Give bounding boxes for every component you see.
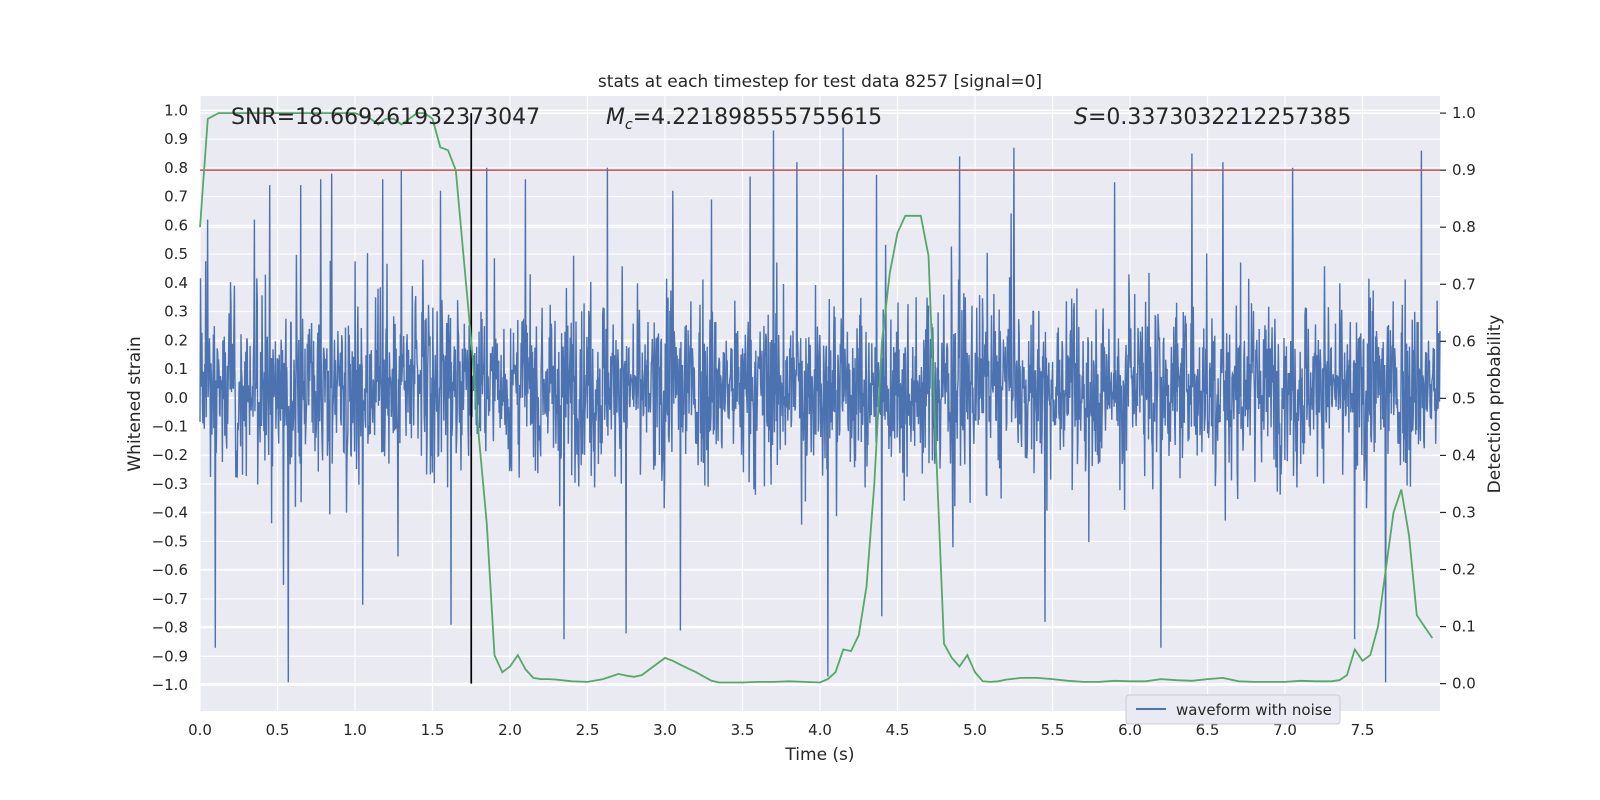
x-tick-label: 4.5 [886,721,910,739]
y-left-tick-label: −0.6 [152,561,188,579]
y-left-tick-label: −0.1 [152,417,188,435]
x-tick-label: 7.0 [1273,721,1297,739]
chart-title: stats at each timestep for test data 825… [598,72,1042,92]
y-left-tick-label: 1.0 [164,101,188,119]
y-left-tick-label: −0.7 [152,590,188,608]
x-tick-label: 7.5 [1351,721,1375,739]
x-tick-label: 6.0 [1118,721,1142,739]
y-right-tick-label: 0.9 [1452,161,1476,179]
y-left-tick-label: 0.8 [164,159,188,177]
y-right-tick-labels: 1.0 0.9 0.8 0.7 0.6 0.5 0.4 0.3 0.2 0.1 0.0 [1440,104,1476,693]
x-tick-labels: 0.0 0.5 1.0 1.5 2.0 2.5 3.0 3.5 4.0 4.5 5.0 5.5 6.0 6… [188,721,1374,739]
y-left-tick-label: −0.5 [152,532,188,550]
y-left-tick-label: −0.2 [152,446,188,464]
x-tick-label: 0.5 [266,721,290,739]
legend-box [1125,694,1341,725]
y-left-tick-label: 0.9 [164,130,188,148]
s-value: =0.3373032212257385 [1088,105,1351,130]
y-left-tick-label: 0.0 [164,389,188,407]
x-tick-label: 3.0 [653,721,677,739]
y-right-tick-label: 0.6 [1452,332,1476,350]
chirp-mass-subscript: c [625,117,633,133]
y-left-tick-label: 0.2 [164,331,188,349]
y-right-tick-label: 0.2 [1452,561,1476,579]
y-right-tick-label: 0.0 [1452,675,1476,693]
x-tick-label: 1.0 [343,721,367,739]
y-right-tick-label: 0.8 [1452,218,1476,236]
y-right-axis-label: Detection probability [1485,315,1505,494]
s-annotation: S=0.3373032212257385 [1074,105,1351,130]
detection-probability-series [199,112,1434,684]
chirp-mass-symbol: M [606,105,625,130]
y-right-tick-label: 0.7 [1452,275,1476,293]
legend: waveform with noise [1125,694,1341,725]
y-right-tick-label: 0.3 [1452,503,1476,521]
snr-annotation: SNR=18.669261932373047 [231,105,540,130]
y-left-tick-label: −0.4 [152,504,188,522]
x-tick-label: 2.5 [576,721,600,739]
y-left-tick-label: −0.8 [152,619,188,637]
y-left-tick-label: 0.4 [164,274,188,292]
y-left-axis-label: Whitened strain [125,336,145,471]
y-left-tick-label: 0.6 [164,216,188,234]
y-left-tick-label: −1.0 [152,676,188,694]
x-tick-label: 4.0 [808,721,832,739]
x-tick-label: 0.0 [188,721,212,739]
y-right-tick-label: 0.4 [1452,446,1476,464]
y-right-tick-label: 0.1 [1452,618,1476,636]
y-left-tick-label: 0.5 [164,245,188,263]
x-tick-label: 3.5 [731,721,755,739]
y-left-tick-label: −0.3 [152,475,188,493]
x-tick-label: 5.0 [963,721,987,739]
chirp-mass-value: =4.221898555755615 [633,105,882,130]
x-tick-label: 6.5 [1196,721,1220,739]
legend-label: waveform with noise [1176,701,1332,719]
y-right-tick-label: 1.0 [1452,104,1476,122]
waveform-series [199,127,1441,683]
x-tick-label: 2.0 [498,721,522,739]
y-left-tick-labels: 1.0 0.9 0.8 0.7 0.6 0.5 0.4 0.3 0.2 0.1 0.0 −0.1 −0.… [152,101,188,694]
y-left-tick-label: 0.3 [164,303,188,321]
y-left-tick-label: 0.1 [164,360,188,378]
x-tick-label: 1.5 [421,721,445,739]
s-symbol: S [1074,105,1088,130]
chirp-mass-annotation: Mc=4.221898555755615 [606,105,882,133]
y-left-tick-label: −0.9 [152,647,188,665]
x-tick-label: 5.5 [1041,721,1065,739]
x-axis-label: Time (s) [784,745,854,765]
y-left-tick-label: 0.7 [164,188,188,206]
y-right-tick-label: 0.5 [1452,389,1476,407]
